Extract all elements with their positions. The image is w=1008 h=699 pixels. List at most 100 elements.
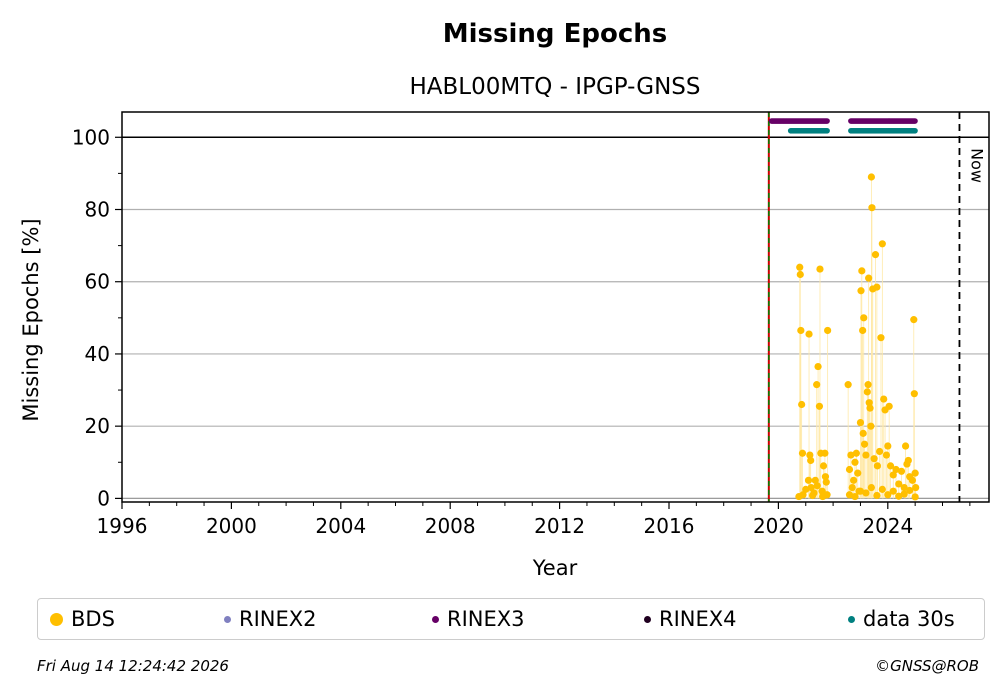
bds-point-91 xyxy=(889,487,897,495)
bds-point-81 xyxy=(911,469,919,477)
bds-point-3 xyxy=(797,326,805,335)
legend-item-rinex2: RINEX2 xyxy=(224,599,317,639)
bds-point-47 xyxy=(863,388,871,396)
x-tick-label-2016: 2016 xyxy=(644,514,695,538)
bds-point-73 xyxy=(900,483,908,492)
bds-point-67 xyxy=(885,402,893,410)
bds-point-82 xyxy=(912,483,920,492)
bds-point-33 xyxy=(848,483,856,492)
bds-point-88 xyxy=(873,491,881,500)
bds-point-21 xyxy=(821,449,829,457)
bds-point-5 xyxy=(798,449,807,457)
bds-point-45 xyxy=(860,440,869,448)
bds-point-59 xyxy=(873,462,882,470)
bds-point-43 xyxy=(859,429,867,437)
x-tick-label-2000: 2000 xyxy=(206,514,257,538)
bds-point-25 xyxy=(824,326,832,335)
bds-point-34 xyxy=(850,476,858,484)
y-tick-label-20: 20 xyxy=(85,414,110,438)
point-data-30s-0 xyxy=(824,127,830,134)
bds-point-69 xyxy=(889,471,897,479)
x-axis-label: Year xyxy=(532,556,578,580)
bds-point-19 xyxy=(818,487,826,495)
x-tick-label-1996: 1996 xyxy=(97,514,148,538)
bds-point-89 xyxy=(878,485,886,493)
x-tick-label-2020: 2020 xyxy=(753,514,804,538)
bds-point-29 xyxy=(813,482,821,490)
point-rinex3-0 xyxy=(824,118,830,124)
footer-timestamp: Fri Aug 14 12:24:42 2026 xyxy=(37,657,229,675)
x-tick-label-2012: 2012 xyxy=(534,514,585,538)
bds-point-46 xyxy=(862,451,870,459)
bds-point-60 xyxy=(875,447,884,456)
bds-point-54 xyxy=(868,204,876,212)
legend-item-rinex3: RINEX3 xyxy=(432,599,525,639)
bds-point-41 xyxy=(858,267,866,275)
reference-lines: Now xyxy=(122,112,989,502)
bds-point-84 xyxy=(851,492,859,501)
legend-marker-rinex3 xyxy=(432,615,439,623)
legend-label-rinex3: RINEX3 xyxy=(447,607,525,631)
bds-point-87 xyxy=(867,483,875,492)
bds-point-4 xyxy=(798,400,806,409)
bds-point-40 xyxy=(857,287,865,295)
bds-point-14 xyxy=(813,381,821,389)
y-tick-label-80: 80 xyxy=(85,198,110,222)
bds-point-56 xyxy=(870,455,878,463)
bds-point-50 xyxy=(865,399,873,407)
legend-marker-bds xyxy=(50,612,63,626)
bds-point-32 xyxy=(847,451,855,459)
bds-point-79 xyxy=(910,316,918,324)
bds-point-8 xyxy=(805,330,813,338)
bds-point-72 xyxy=(897,467,906,475)
y-tick-label-60: 60 xyxy=(85,270,110,294)
bds-point-16 xyxy=(815,402,824,410)
x-tick-label-2004: 2004 xyxy=(315,514,366,538)
chart-title: Missing Epochs xyxy=(443,19,667,49)
y-tick-label-40: 40 xyxy=(85,342,110,366)
bds-point-6 xyxy=(799,491,807,499)
bds-point-1 xyxy=(796,263,804,271)
legend-item-rinex4: RINEX4 xyxy=(644,599,737,639)
bds-point-26 xyxy=(802,485,810,493)
legend-item-bds: BDS xyxy=(50,599,115,639)
bds-point-76 xyxy=(904,456,912,465)
legend-label-rinex2: RINEX2 xyxy=(239,607,317,631)
plot-frame xyxy=(121,111,990,503)
bds-point-27 xyxy=(808,491,817,500)
bds-point-58 xyxy=(873,283,881,291)
bds-point-31 xyxy=(845,465,854,474)
now-label: Now xyxy=(967,148,986,183)
bds-point-20 xyxy=(819,462,828,470)
chart-subtitle: HABL00MTQ - IPGP-GNSS xyxy=(409,74,700,100)
bds-point-80 xyxy=(910,390,918,398)
bds-point-93 xyxy=(900,490,908,498)
bds-point-7 xyxy=(804,476,813,484)
bds-point-22 xyxy=(821,473,830,481)
bds-point-57 xyxy=(871,251,880,259)
bds-point-95 xyxy=(911,493,919,501)
bds-point-39 xyxy=(856,418,865,427)
bds-point-11 xyxy=(807,483,815,492)
footer-credit: ©GNSS@ROB xyxy=(875,657,979,675)
bds-point-85 xyxy=(856,487,865,495)
legend-marker-rinex2 xyxy=(224,615,231,623)
bds-point-68 xyxy=(886,462,895,470)
bds-point-36 xyxy=(852,449,860,457)
bds-point-90 xyxy=(884,491,892,499)
missing-epochs-chart: Missing Epochs HABL00MTQ - IPGP-GNSS Now… xyxy=(19,19,990,580)
point-rinex3-1 xyxy=(912,118,918,124)
bds-point-13 xyxy=(811,476,819,484)
bds-point-42 xyxy=(859,326,867,335)
bds-point-83 xyxy=(845,491,854,499)
bds-point-52 xyxy=(867,422,875,430)
bds-point-51 xyxy=(866,404,874,412)
bds-point-28 xyxy=(819,492,827,501)
bds-point-44 xyxy=(860,314,868,322)
data-marks xyxy=(768,118,920,501)
bds-point-10 xyxy=(807,456,815,465)
bds-point-70 xyxy=(892,465,900,474)
bds-point-66 xyxy=(884,442,892,450)
legend-marker-rinex4 xyxy=(644,615,651,623)
y-axis-label: Missing Epochs [%] xyxy=(19,218,43,421)
